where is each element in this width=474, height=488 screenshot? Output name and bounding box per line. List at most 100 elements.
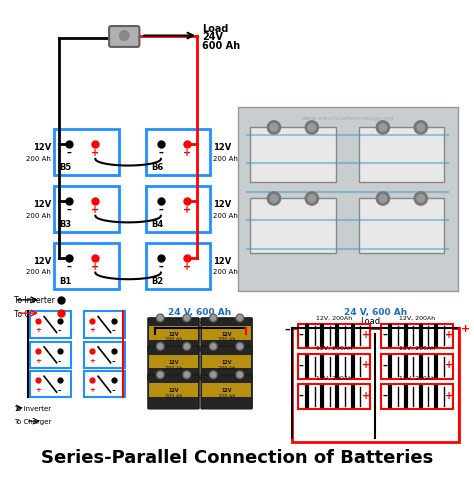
Text: +: + bbox=[91, 148, 100, 158]
Circle shape bbox=[305, 192, 319, 206]
Text: +: + bbox=[89, 326, 95, 333]
Text: Load: Load bbox=[190, 317, 210, 325]
Circle shape bbox=[183, 371, 191, 379]
Circle shape bbox=[417, 124, 425, 132]
Text: 200 Ah: 200 Ah bbox=[213, 156, 238, 162]
Text: B4: B4 bbox=[151, 220, 164, 228]
Text: 12V: 12V bbox=[213, 199, 232, 208]
Circle shape bbox=[184, 316, 189, 321]
Text: 12V, 200Ah: 12V, 200Ah bbox=[399, 345, 435, 350]
Bar bbox=[298, 354, 370, 379]
FancyBboxPatch shape bbox=[148, 375, 199, 409]
Text: +: + bbox=[183, 204, 191, 215]
Text: 200 Ah: 200 Ah bbox=[27, 212, 51, 218]
Text: –: – bbox=[299, 329, 304, 339]
Text: 12V, 200Ah: 12V, 200Ah bbox=[316, 315, 352, 320]
Circle shape bbox=[267, 122, 281, 135]
Text: +: + bbox=[243, 326, 252, 336]
Text: –: – bbox=[112, 357, 115, 363]
Circle shape bbox=[183, 343, 191, 350]
Text: –: – bbox=[383, 360, 387, 369]
Text: +: + bbox=[35, 386, 41, 392]
Text: –: – bbox=[299, 390, 304, 400]
Bar bbox=[381, 354, 453, 379]
Circle shape bbox=[417, 195, 425, 203]
Text: +: + bbox=[445, 390, 453, 400]
FancyBboxPatch shape bbox=[109, 27, 139, 48]
Bar bbox=[146, 244, 210, 289]
Circle shape bbox=[308, 195, 316, 203]
Text: +: + bbox=[461, 324, 470, 334]
Text: +: + bbox=[445, 329, 453, 339]
Circle shape bbox=[158, 373, 163, 377]
Text: 12V: 12V bbox=[168, 331, 179, 336]
Text: –: – bbox=[299, 360, 304, 369]
Circle shape bbox=[119, 32, 129, 41]
Text: 12V: 12V bbox=[221, 331, 232, 336]
Text: 200 Ah: 200 Ah bbox=[165, 365, 182, 370]
Text: –: – bbox=[66, 204, 72, 215]
Text: B1: B1 bbox=[59, 276, 72, 285]
Circle shape bbox=[184, 344, 189, 349]
Bar bbox=[29, 312, 71, 338]
Text: 12V: 12V bbox=[168, 359, 179, 364]
Bar bbox=[83, 312, 125, 338]
Circle shape bbox=[379, 124, 387, 132]
Text: +: + bbox=[91, 204, 100, 215]
Circle shape bbox=[211, 373, 216, 377]
Text: +: + bbox=[362, 329, 370, 339]
Text: –: – bbox=[112, 386, 115, 392]
Circle shape bbox=[376, 192, 390, 206]
Circle shape bbox=[270, 124, 278, 132]
Text: –: – bbox=[58, 386, 61, 392]
Text: 200 Ah: 200 Ah bbox=[165, 393, 182, 398]
Bar bbox=[202, 327, 251, 340]
Circle shape bbox=[183, 314, 191, 322]
FancyBboxPatch shape bbox=[148, 346, 199, 381]
Bar bbox=[298, 385, 370, 409]
Circle shape bbox=[267, 192, 281, 206]
Text: 24V: 24V bbox=[202, 32, 223, 42]
Circle shape bbox=[236, 343, 244, 350]
FancyBboxPatch shape bbox=[201, 318, 252, 352]
Text: +: + bbox=[89, 386, 95, 392]
Text: +: + bbox=[35, 326, 41, 333]
Text: +: + bbox=[183, 261, 191, 271]
Circle shape bbox=[237, 316, 242, 321]
Circle shape bbox=[156, 371, 164, 379]
Bar bbox=[83, 342, 125, 368]
Circle shape bbox=[156, 314, 164, 322]
Bar bbox=[146, 130, 210, 176]
Text: Series-Parallel Connection of Batteries: Series-Parallel Connection of Batteries bbox=[41, 448, 433, 466]
Text: 24 V, 600 Ah: 24 V, 600 Ah bbox=[344, 307, 407, 316]
Text: –: – bbox=[383, 390, 387, 400]
Text: +: + bbox=[362, 390, 370, 400]
Bar bbox=[250, 128, 336, 183]
Text: B3: B3 bbox=[59, 220, 72, 228]
Circle shape bbox=[376, 122, 390, 135]
Text: 12V, 200Ah: 12V, 200Ah bbox=[316, 375, 352, 380]
Bar bbox=[238, 107, 458, 292]
Bar bbox=[359, 128, 445, 183]
Text: To Inverter: To Inverter bbox=[14, 405, 52, 411]
FancyBboxPatch shape bbox=[201, 346, 252, 381]
Circle shape bbox=[237, 373, 242, 377]
Text: B5: B5 bbox=[59, 163, 72, 172]
Circle shape bbox=[210, 314, 217, 322]
Text: www.electricaltechnology.org: www.electricaltechnology.org bbox=[301, 116, 394, 121]
Circle shape bbox=[236, 314, 244, 322]
FancyBboxPatch shape bbox=[148, 318, 199, 352]
Bar bbox=[202, 384, 251, 397]
Text: –: – bbox=[284, 324, 290, 334]
Text: –: – bbox=[58, 326, 61, 333]
Text: –: – bbox=[58, 357, 61, 363]
Circle shape bbox=[379, 195, 387, 203]
Text: Load: Load bbox=[361, 317, 381, 325]
Text: 24 V, 600 Ah: 24 V, 600 Ah bbox=[168, 307, 232, 316]
Bar bbox=[381, 324, 453, 348]
Text: 12V: 12V bbox=[33, 142, 51, 152]
Text: B6: B6 bbox=[151, 163, 164, 172]
Bar bbox=[149, 384, 198, 397]
Text: Load: Load bbox=[202, 24, 228, 34]
Bar bbox=[381, 385, 453, 409]
